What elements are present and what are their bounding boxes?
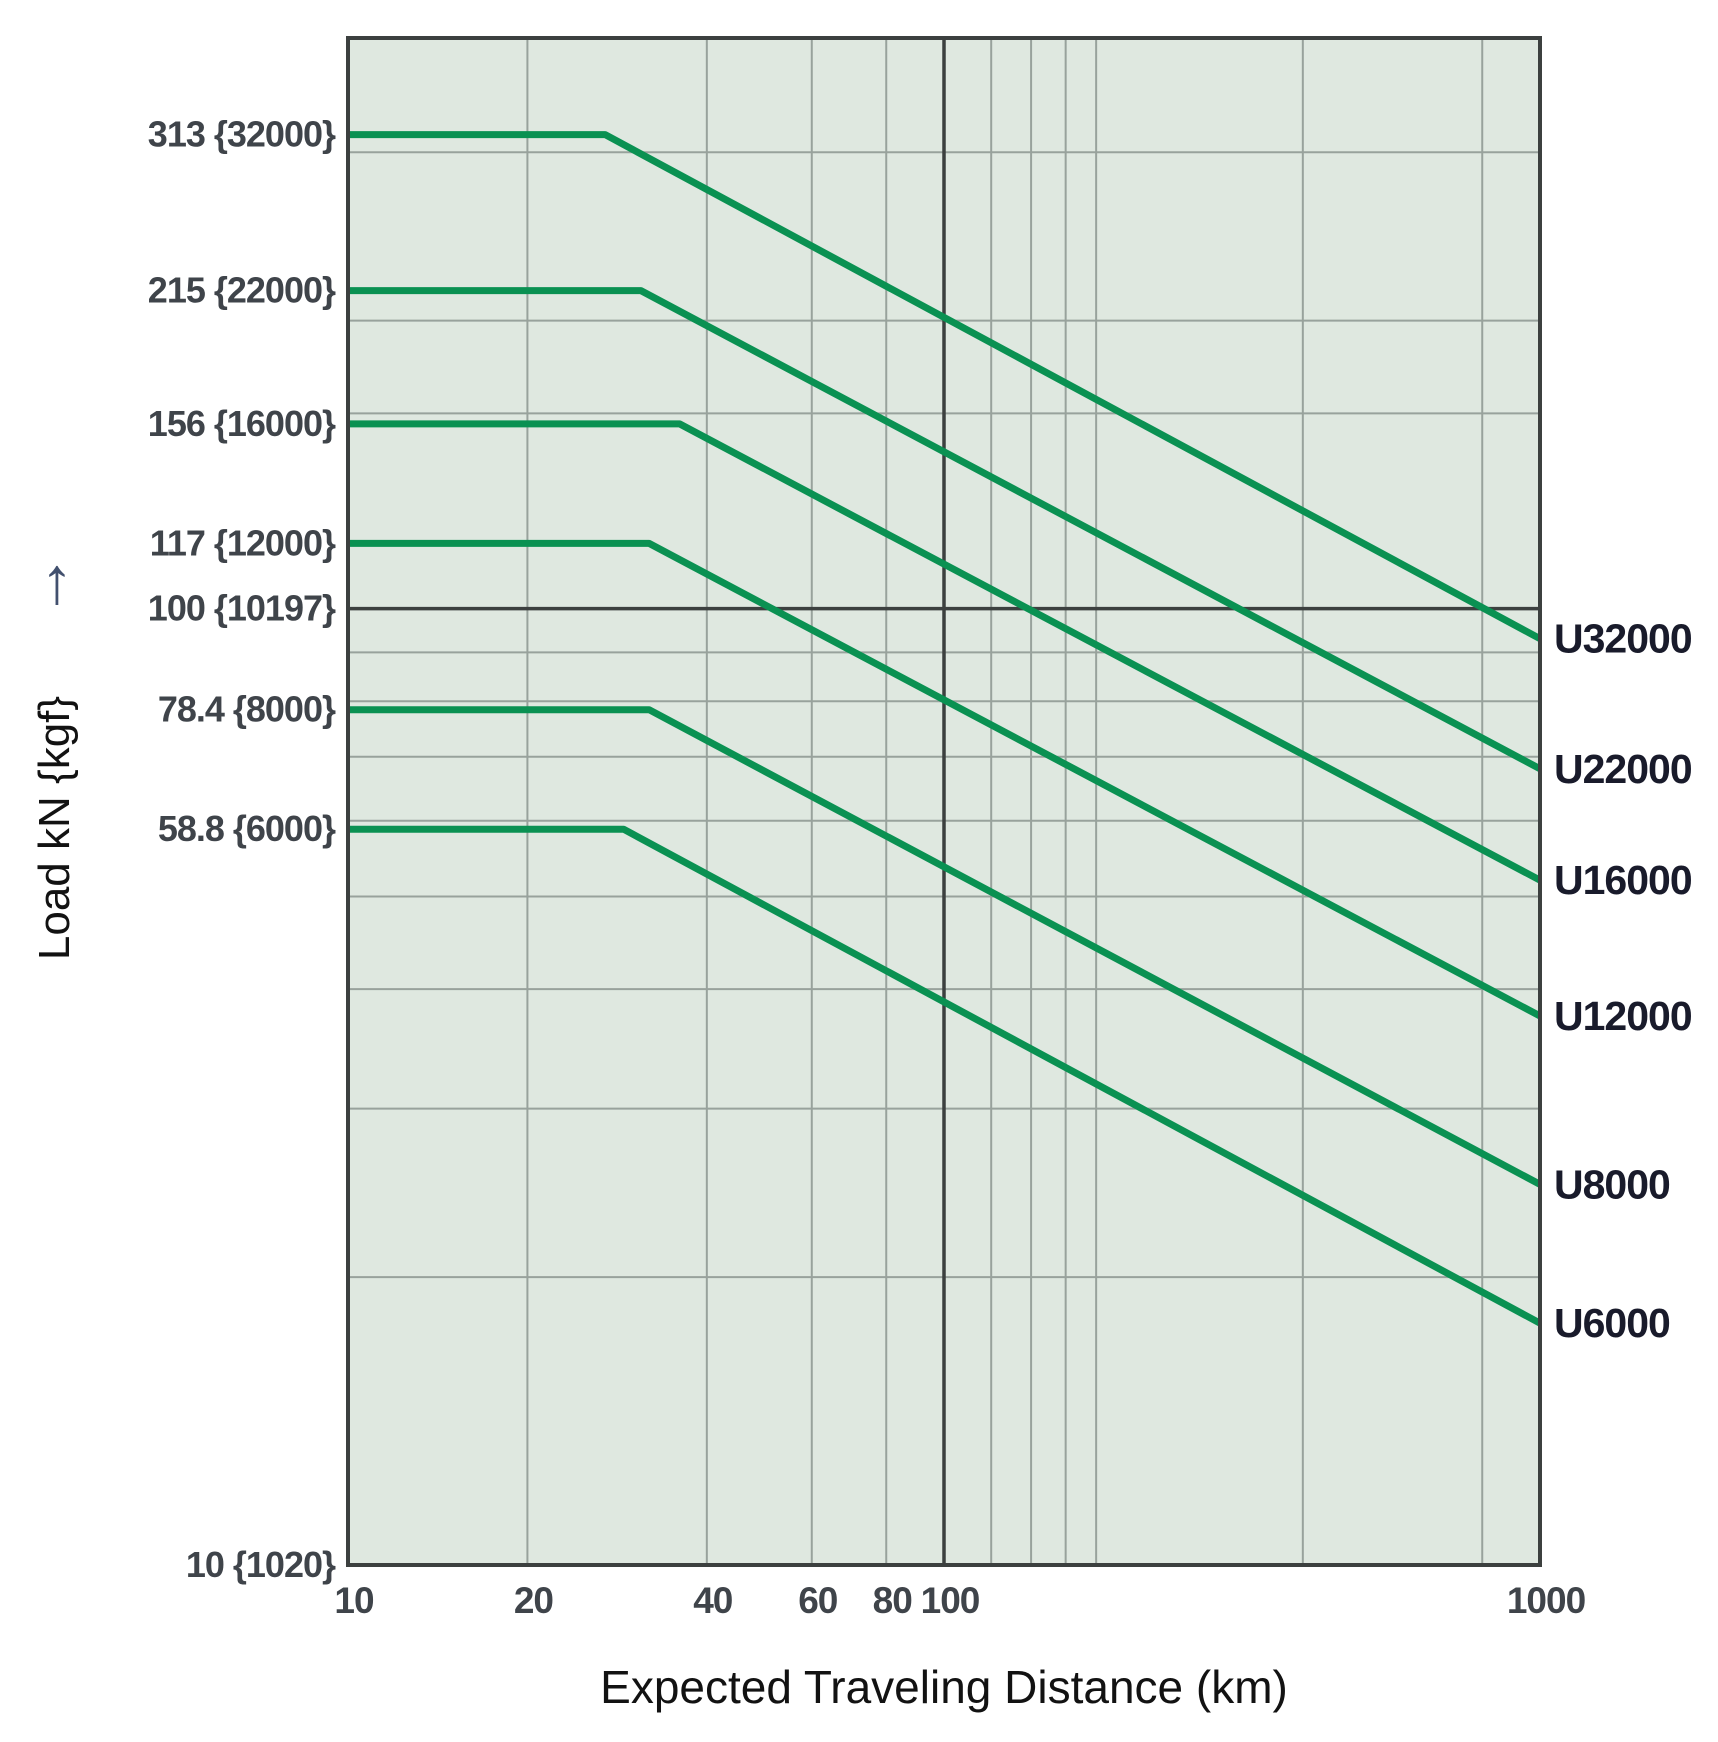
y-annotation-78.4: 78.4 {8000} bbox=[158, 689, 336, 730]
x-axis-title: Expected Traveling Distance (km) bbox=[600, 1661, 1288, 1713]
curve-U16000 bbox=[348, 420, 1542, 884]
curve-U6000 bbox=[348, 825, 1542, 1327]
curve-U12000 bbox=[348, 539, 1542, 1020]
series-label-U8000: U8000 bbox=[1554, 1161, 1670, 1207]
y-annotation-58.8: 58.8 {6000} bbox=[158, 808, 336, 849]
series-label-U32000: U32000 bbox=[1554, 616, 1692, 662]
y-annotation-117: 117 {12000} bbox=[150, 522, 336, 563]
x-tick-label-1000: 1000 bbox=[1507, 1580, 1586, 1621]
curve-U22000 bbox=[348, 287, 1542, 772]
y-annotation-313: 313 {32000} bbox=[148, 114, 336, 155]
x-tick-label-80: 80 bbox=[873, 1580, 913, 1621]
y-axis-title: Load kN {kgf} bbox=[30, 695, 79, 961]
y-annotation-100: 100 {10197} bbox=[148, 588, 336, 629]
curve-U32000 bbox=[348, 131, 1542, 642]
series-label-U16000: U16000 bbox=[1554, 857, 1692, 903]
x-tick-label-100: 100 bbox=[921, 1580, 980, 1621]
x-tick-label-60: 60 bbox=[798, 1580, 838, 1621]
curve-U8000 bbox=[348, 706, 1542, 1188]
y-annotation-10: 10 {1020} bbox=[186, 1544, 336, 1585]
series-label-U12000: U12000 bbox=[1554, 993, 1692, 1039]
x-tick-label-40: 40 bbox=[693, 1580, 733, 1621]
y-axis-arrow: ↑ bbox=[40, 543, 74, 617]
x-tick-label-10: 10 bbox=[334, 1580, 374, 1621]
plot-border bbox=[346, 36, 1542, 1567]
y-annotation-156: 156 {16000} bbox=[148, 403, 336, 444]
y-annotation-215: 215 {22000} bbox=[148, 270, 336, 311]
series-label-U6000: U6000 bbox=[1554, 1300, 1670, 1346]
x-tick-label-20: 20 bbox=[514, 1580, 554, 1621]
series-label-U22000: U22000 bbox=[1554, 746, 1692, 792]
